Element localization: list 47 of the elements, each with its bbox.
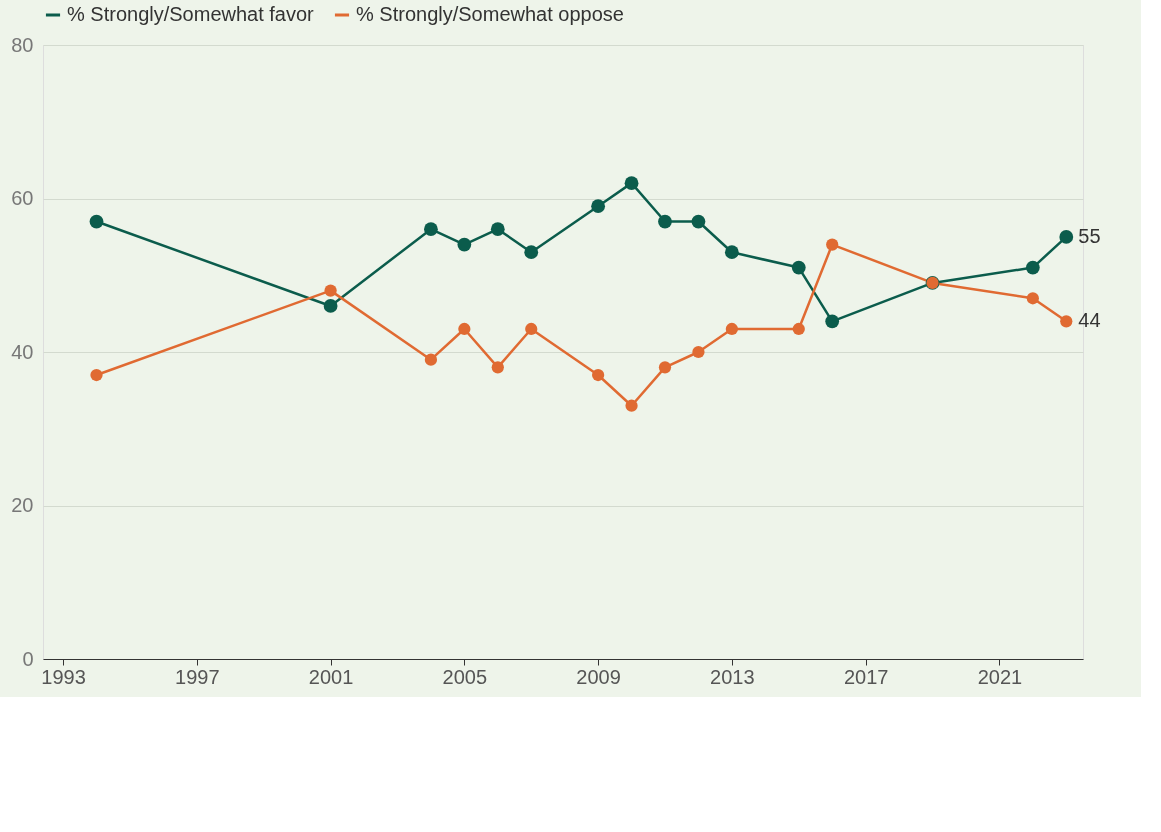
annotation: 55 (1078, 224, 1101, 247)
y-tick-label: 40 (11, 340, 34, 363)
point (792, 322, 805, 336)
point (1026, 292, 1039, 305)
point (1060, 315, 1073, 328)
point (524, 245, 539, 260)
point (691, 214, 706, 229)
point (1059, 230, 1074, 244)
point (791, 260, 806, 275)
point (323, 299, 338, 313)
point (692, 345, 705, 359)
point (826, 238, 839, 251)
point (825, 314, 840, 329)
point (424, 222, 438, 237)
annotation: 44 (1078, 309, 1101, 332)
point (1025, 260, 1040, 275)
x-tick-label: 2021 (977, 665, 1023, 688)
point (658, 214, 672, 229)
x-tick-label: 2001 (308, 665, 354, 688)
point (458, 322, 471, 336)
point (624, 176, 639, 191)
legend-label: % Strongly/Somewhat oppose (356, 3, 624, 25)
x-tick-label: 2013 (710, 665, 755, 688)
point (725, 322, 738, 336)
y-tick-label: 80 (11, 33, 34, 56)
point (658, 361, 672, 374)
x-tick-label: 1997 (175, 665, 220, 688)
point (591, 368, 605, 382)
x-tick-label: 2017 (843, 665, 889, 688)
y-tick-label: 20 (11, 494, 34, 516)
point (625, 399, 638, 412)
point (491, 361, 504, 374)
y-tick-label: 0 (22, 647, 34, 670)
point (591, 199, 605, 214)
y-tick-label: 60 (11, 187, 34, 209)
point (724, 245, 739, 260)
point (457, 237, 472, 252)
x-tick-label: 2009 (576, 665, 621, 688)
point (525, 322, 538, 336)
x-tick-label: 2005 (442, 665, 488, 688)
point (90, 368, 103, 382)
point (89, 214, 104, 229)
point (424, 353, 438, 366)
legend-label: % Strongly/Somewhat favor (67, 3, 315, 25)
point (324, 284, 337, 297)
x-tick-label: 1993 (41, 665, 86, 688)
point (490, 222, 505, 237)
